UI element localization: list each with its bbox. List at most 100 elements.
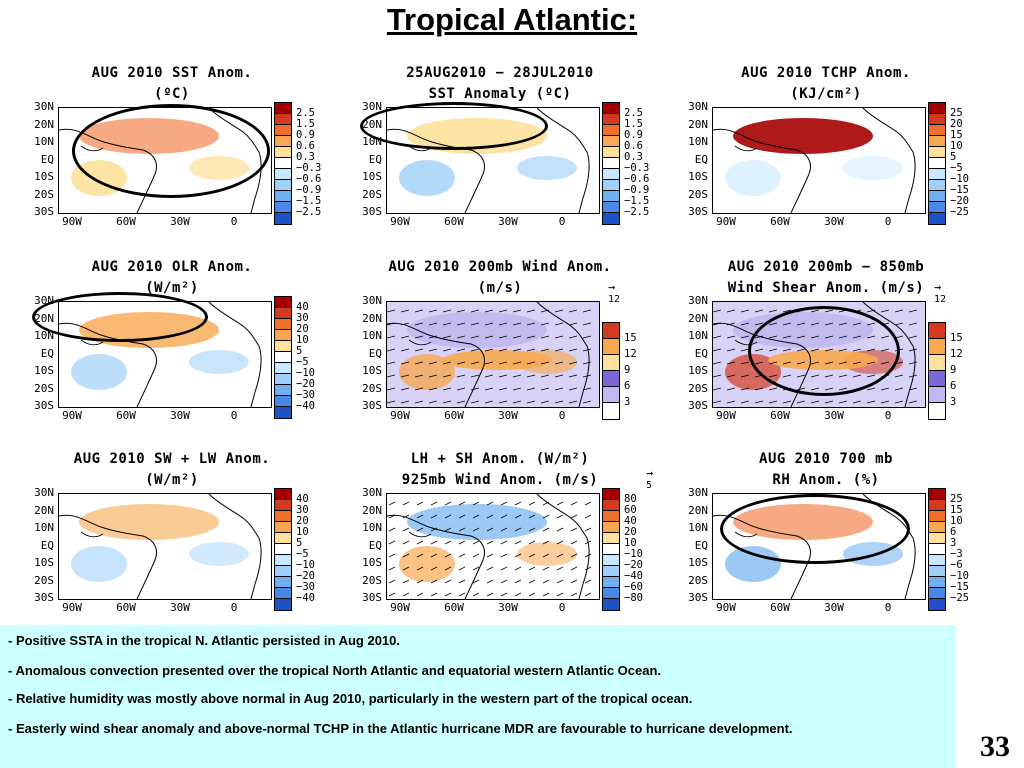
- bullet-item: - Anomalous convection presented over th…: [8, 663, 662, 678]
- lat-label: 20S: [362, 187, 382, 201]
- colorbar-label: 30: [296, 504, 309, 516]
- lat-label: EQ: [40, 152, 54, 166]
- colorbar-segment: [603, 114, 619, 125]
- lat-label: EQ: [694, 538, 708, 552]
- map-panel-lhsh: LH + SH Anom. (W/m²) 925mb Wind Anom. (m/…: [350, 446, 680, 631]
- lat-label: 20N: [688, 311, 708, 325]
- lon-label: 60W: [770, 215, 790, 228]
- lat-label: 30S: [362, 399, 382, 412]
- colorbar-segment: [275, 202, 291, 213]
- highlight-ellipse: [720, 494, 910, 564]
- colorbar-segment: [603, 169, 619, 180]
- colorbar-segment: [275, 522, 291, 533]
- panel-subtitle: (KJ/cm²): [790, 86, 862, 102]
- colorbar-label: −15: [950, 184, 969, 196]
- lon-label: 30W: [170, 215, 190, 228]
- colorbar-label: −0.3: [624, 162, 650, 174]
- colorbar-segment: [929, 371, 945, 387]
- panel-subtitle: Wind Shear Anom. (m/s): [727, 280, 925, 296]
- lat-label: EQ: [694, 152, 708, 166]
- lat-label: 30S: [362, 591, 382, 604]
- colorbar-label: −0.6: [296, 173, 322, 185]
- colorbar-segment: [275, 191, 291, 202]
- colorbar-label: −15: [950, 581, 969, 593]
- page-number: 33: [980, 730, 1010, 763]
- map-panel-sst_diff: 25AUG2010 − 28JUL2010 SST Anomaly (ºC) 30N…: [350, 60, 680, 245]
- lat-label: EQ: [368, 152, 382, 166]
- lat-label: 20S: [34, 573, 54, 587]
- lat-label: 10N: [362, 329, 382, 342]
- lat-label: EQ: [368, 538, 382, 552]
- colorbar-segment: [275, 533, 291, 544]
- panel-subtitle: RH Anom. (%): [772, 472, 880, 488]
- colorbar-label: 10: [950, 140, 963, 152]
- map-panel-tchp: AUG 2010 TCHP Anom. (KJ/cm²) 30N 20N 10N EQ 10…: [676, 60, 1006, 245]
- colorbar-label: −20: [296, 378, 315, 390]
- lat-label: 30N: [34, 100, 54, 113]
- map-plot: [386, 493, 600, 600]
- lat-label: 10S: [34, 170, 54, 183]
- colorbar-segment: [603, 544, 619, 555]
- colorbar-segment: [275, 169, 291, 180]
- colorbar-segment: [275, 319, 291, 330]
- colorbar-label: 10: [624, 537, 637, 549]
- panel-subtitle: SST Anomaly (ºC): [428, 86, 572, 102]
- colorbar-segment: [275, 407, 291, 418]
- colorbar-label: 0.9: [624, 129, 643, 141]
- colorbar-segment: [603, 577, 619, 588]
- colorbar-label: −10: [296, 559, 315, 571]
- colorbar-label: 60: [624, 504, 637, 516]
- colorbar-segment: [275, 544, 291, 555]
- colorbar-label: −10: [296, 367, 315, 379]
- colorbar-segment: [929, 577, 945, 588]
- colorbar-segment: [275, 396, 291, 407]
- colorbar-label: 12: [624, 348, 637, 360]
- lon-label: 60W: [116, 601, 136, 614]
- colorbar-segment: [275, 330, 291, 341]
- colorbar-segment: [929, 533, 945, 544]
- colorbar-label: −10: [624, 548, 643, 560]
- highlight-ellipse: [32, 292, 208, 342]
- colorbar-label: 0.6: [296, 140, 315, 152]
- colorbar-label: 40: [624, 515, 637, 527]
- lat-label: 30N: [362, 486, 382, 499]
- colorbar: [928, 102, 946, 225]
- colorbar-label: −2.5: [624, 206, 650, 218]
- lat-label: 10N: [688, 135, 708, 148]
- colorbar: [928, 488, 946, 611]
- lon-label: 30W: [170, 601, 190, 614]
- colorbar-segment: [603, 191, 619, 202]
- colorbar-label: −2.5: [296, 206, 322, 218]
- lon-label: 0: [230, 409, 238, 422]
- lon-label: 90W: [62, 601, 82, 614]
- colorbar-label: −5: [950, 162, 963, 174]
- colorbar-segment: [275, 374, 291, 385]
- colorbar-segment: [275, 577, 291, 588]
- colorbar-segment: [603, 588, 619, 599]
- colorbar-label: 1.5: [624, 118, 643, 130]
- colorbar: [274, 488, 292, 611]
- panel-subtitle: 925mb Wind Anom. (m/s): [401, 472, 599, 488]
- colorbar-segment: [275, 500, 291, 511]
- colorbar-label: −0.6: [624, 173, 650, 185]
- lat-label: 20S: [34, 381, 54, 395]
- lon-label: 30W: [824, 409, 844, 422]
- lat-label: 10N: [362, 521, 382, 534]
- lat-label: 10S: [34, 364, 54, 377]
- panel-subtitle: (W/m²): [145, 280, 199, 296]
- colorbar-label: 40: [296, 493, 309, 505]
- lat-label: 10S: [34, 556, 54, 569]
- reference-arrow: → 5: [646, 466, 654, 491]
- colorbar-label: 25: [950, 493, 963, 505]
- colorbar-segment: [929, 566, 945, 577]
- colorbar-segment: [603, 500, 619, 511]
- lon-label: 30W: [498, 601, 518, 614]
- reference-arrow: → 12: [608, 280, 621, 305]
- panel-title: AUG 2010 TCHP Anom.: [741, 65, 911, 81]
- lon-label: 30W: [170, 409, 190, 422]
- colorbar-label: 10: [296, 526, 309, 538]
- colorbar-label: −30: [296, 389, 315, 401]
- colorbar-segment: [603, 103, 619, 114]
- colorbar: [928, 322, 946, 420]
- colorbar-segment: [603, 158, 619, 169]
